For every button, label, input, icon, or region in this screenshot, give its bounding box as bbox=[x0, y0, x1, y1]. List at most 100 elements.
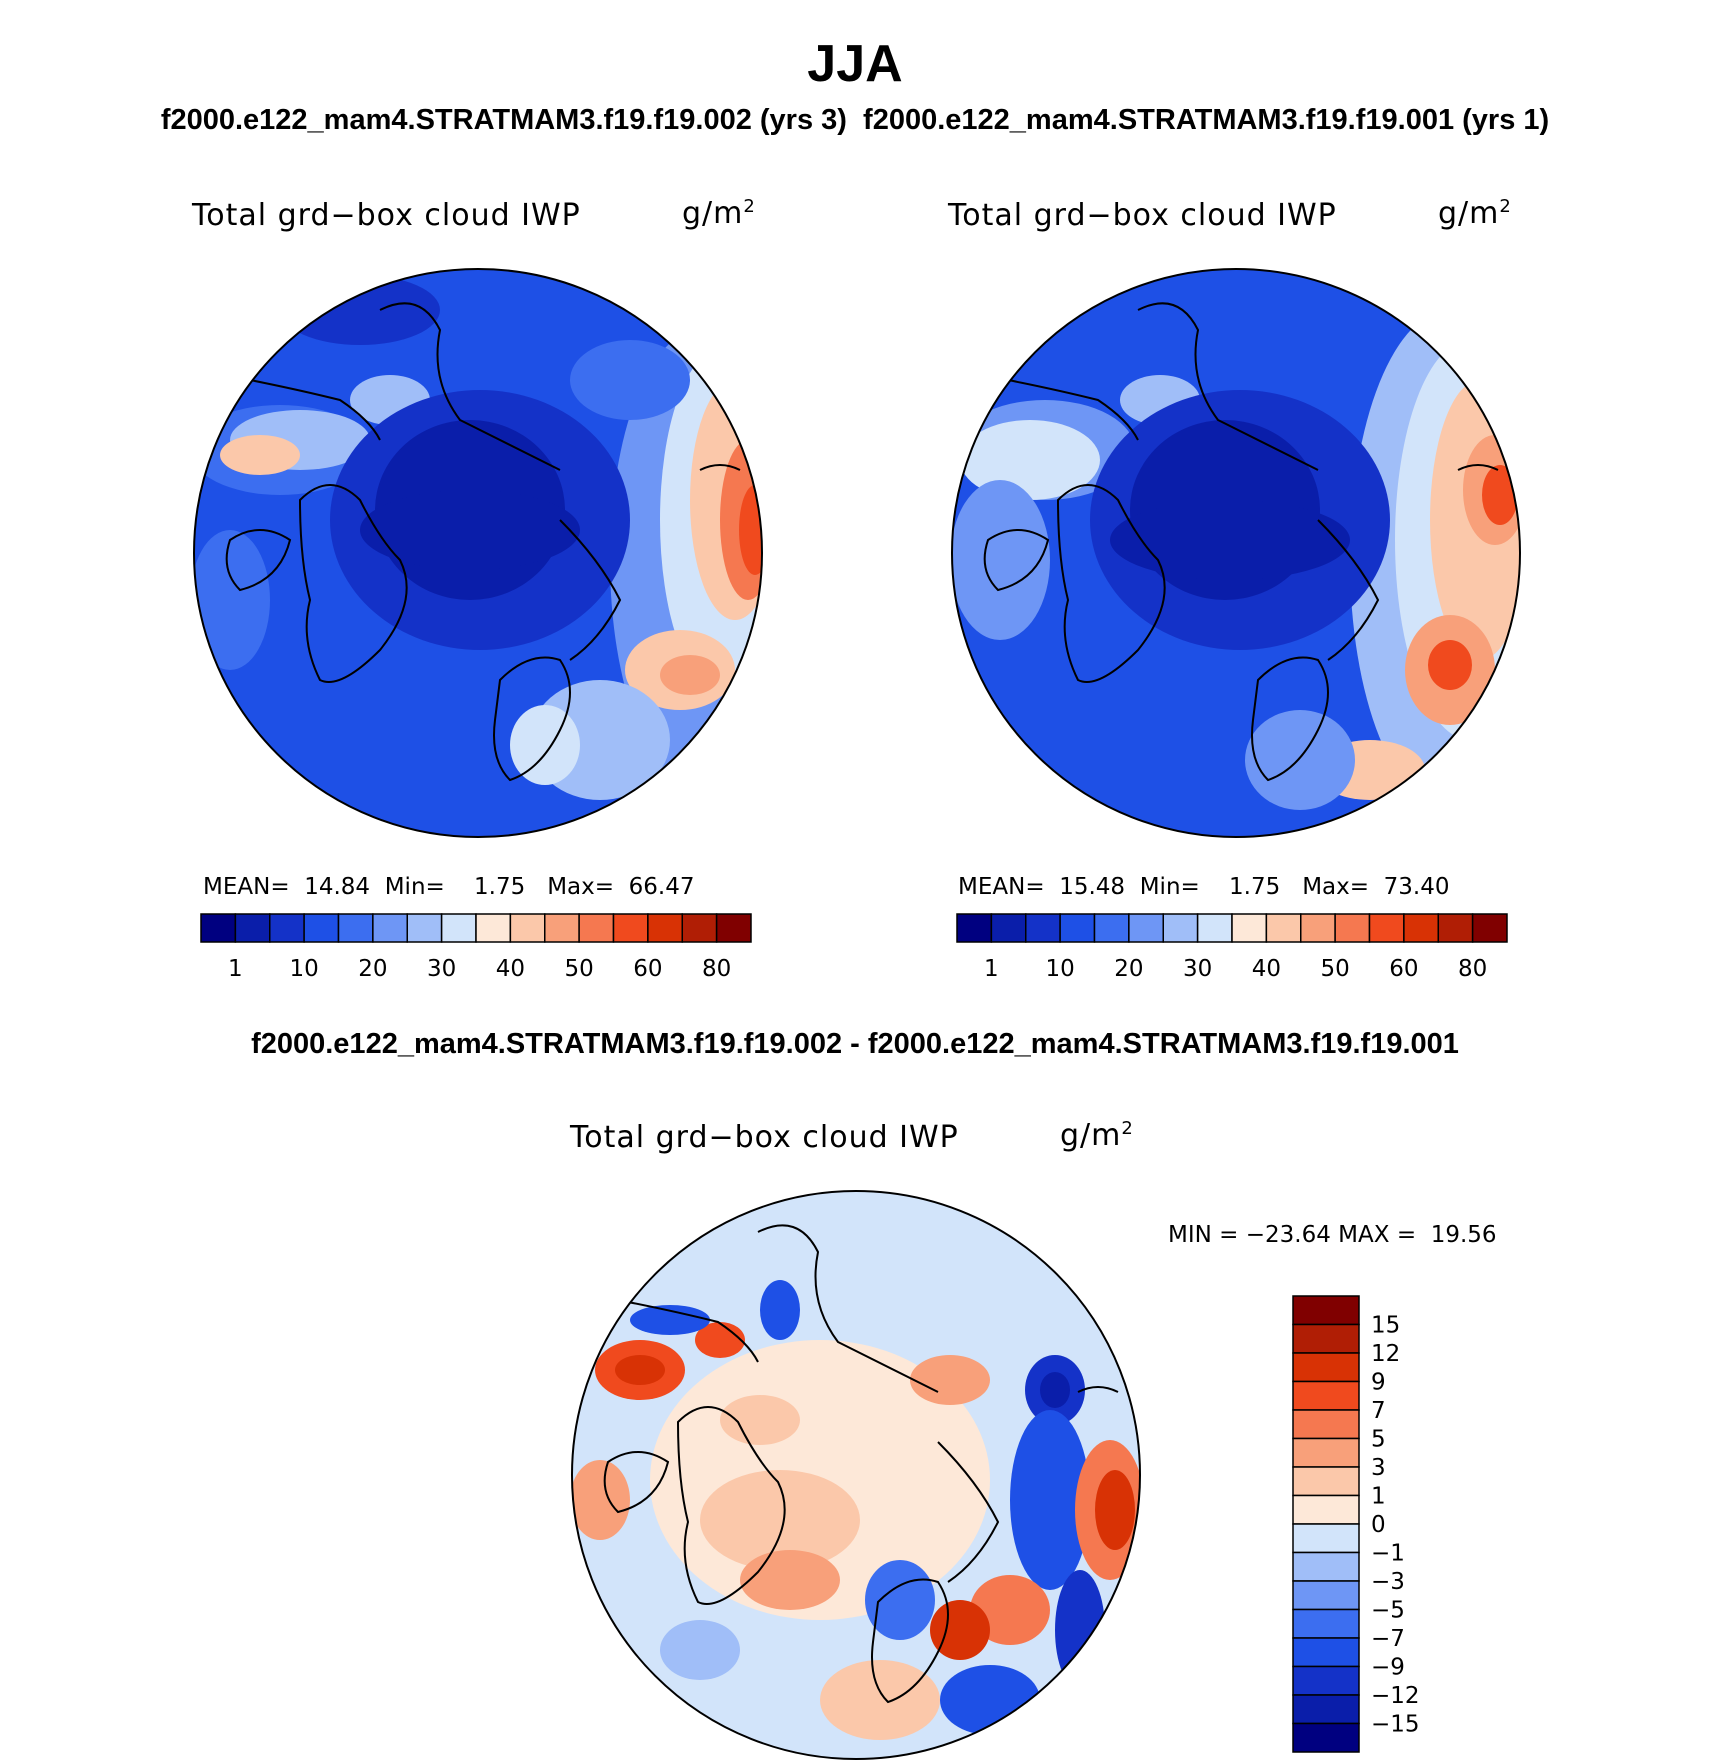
colorbar-case2-tick-label: 1 bbox=[984, 956, 999, 982]
colorbar-case1-swatch bbox=[475, 913, 512, 943]
colorbar-case1-swatch bbox=[269, 913, 305, 943]
colorbar-case1-tick-label: 60 bbox=[633, 956, 662, 982]
colorbar-difference-tick-label: −7 bbox=[1371, 1626, 1405, 1652]
colorbar-case2-swatch bbox=[956, 913, 993, 943]
map-case2-border bbox=[951, 268, 1521, 838]
map-difference-border bbox=[571, 1190, 1141, 1760]
colorbar-case1-swatch bbox=[406, 913, 443, 943]
colorbar-case2-swatch bbox=[1334, 913, 1371, 943]
colorbar-case2-swatch bbox=[1300, 913, 1336, 943]
colorbar-difference-swatch bbox=[1292, 1523, 1360, 1554]
colorbar-case2-swatch bbox=[1162, 913, 1199, 943]
colorbar-difference-tick-label: −9 bbox=[1371, 1655, 1405, 1681]
colorbar-difference-swatch bbox=[1292, 1580, 1360, 1611]
panel2-variable-label: Total grd−box cloud IWP bbox=[948, 198, 1337, 233]
colorbar-case2-swatch bbox=[1231, 913, 1268, 943]
map-case1 bbox=[193, 268, 763, 838]
panel3-variable-label: Total grd−box cloud IWP bbox=[570, 1120, 959, 1155]
colorbar-case2-tick-label: 60 bbox=[1389, 956, 1418, 982]
main-title: JJA bbox=[807, 35, 903, 93]
colorbar-case2-swatch bbox=[1059, 913, 1096, 943]
diff-stats: MIN = −23.64 MAX = 19.56 bbox=[1168, 1222, 1497, 1248]
colorbar-difference-tick-label: 1 bbox=[1371, 1484, 1386, 1510]
colorbar-case2-tick-label: 10 bbox=[1045, 956, 1074, 982]
colorbar-case1-swatch bbox=[234, 913, 271, 943]
colorbar-difference-tick-label: 3 bbox=[1371, 1455, 1386, 1481]
diff-subtitle: f2000.e122_mam4.STRATMAM3.f19.f19.002 - … bbox=[251, 1028, 1459, 1060]
colorbar-case1-tick-label: 10 bbox=[289, 956, 318, 982]
colorbar-case2-swatch bbox=[1196, 913, 1233, 943]
colorbar-case1-tick-label: 20 bbox=[358, 956, 387, 982]
colorbar-case2-tick-label: 50 bbox=[1320, 956, 1349, 982]
colorbar-case1-tick-label: 50 bbox=[564, 956, 593, 982]
colorbar-case1-tick-label: 30 bbox=[427, 956, 456, 982]
colorbar-difference-swatch bbox=[1292, 1665, 1360, 1696]
colorbar-case2-swatch bbox=[1265, 913, 1302, 943]
colorbar-difference-swatch bbox=[1292, 1637, 1360, 1668]
colorbar-case2-swatch bbox=[1471, 913, 1508, 943]
colorbar-case1-swatch bbox=[544, 913, 580, 943]
colorbar-difference-swatch bbox=[1292, 1722, 1360, 1753]
colorbar-difference-tick-label: −12 bbox=[1371, 1683, 1420, 1709]
colorbar-case2: 1 10 20 30 40 50 60 80 bbox=[956, 913, 1508, 982]
top-subtitle: f2000.e122_mam4.STRATMAM3.f19.f19.002 (y… bbox=[160, 104, 1550, 136]
colorbar-case2-swatch bbox=[1437, 913, 1474, 943]
colorbar-difference-tick-label: 5 bbox=[1371, 1427, 1386, 1453]
map-case1-border bbox=[193, 268, 763, 838]
colorbar-case1-swatch bbox=[337, 913, 374, 943]
colorbar-case1-swatch bbox=[715, 913, 752, 943]
colorbar-difference-swatch bbox=[1292, 1295, 1360, 1326]
colorbar-difference-swatch bbox=[1292, 1608, 1360, 1639]
colorbar-case1-swatch bbox=[681, 913, 718, 943]
colorbar-case1-swatch bbox=[200, 913, 237, 943]
colorbar-difference-swatch bbox=[1292, 1694, 1360, 1725]
colorbar-difference-tick-label: −15 bbox=[1371, 1712, 1420, 1738]
colorbar-case2-tick-label: 80 bbox=[1458, 956, 1487, 982]
colorbar-difference-swatch bbox=[1292, 1551, 1360, 1582]
colorbar-case2-tick-label: 30 bbox=[1183, 956, 1212, 982]
colorbar-case1-swatch bbox=[509, 913, 546, 943]
colorbar-difference-tick-label: 9 bbox=[1371, 1370, 1386, 1396]
colorbar-difference-tick-label: −1 bbox=[1371, 1541, 1405, 1567]
colorbar-case1-swatch bbox=[612, 913, 649, 943]
panel1-variable-label: Total grd−box cloud IWP bbox=[192, 198, 581, 233]
colorbar-difference-swatch bbox=[1292, 1437, 1360, 1468]
colorbar-case1: 1 10 20 30 40 50 60 80 bbox=[200, 913, 752, 982]
map-difference bbox=[571, 1190, 1141, 1760]
colorbar-difference-tick-label: 12 bbox=[1371, 1341, 1400, 1367]
panel3-units: g/m2 bbox=[1060, 1118, 1134, 1153]
colorbar-case2-swatch bbox=[1093, 913, 1130, 943]
colorbar-case2-tick-label: 20 bbox=[1114, 956, 1143, 982]
colorbar-case2-swatch bbox=[1025, 913, 1061, 943]
colorbar-difference-swatch bbox=[1292, 1380, 1360, 1411]
colorbar-case2-swatch bbox=[1368, 913, 1405, 943]
panel1-stats: MEAN= 14.84 Min= 1.75 Max= 66.47 bbox=[203, 874, 695, 900]
colorbar-difference-tick-label: 0 bbox=[1371, 1512, 1386, 1538]
colorbar-difference-swatch bbox=[1292, 1352, 1360, 1383]
colorbar-case1-swatch bbox=[578, 913, 615, 943]
panel1-units: g/m2 bbox=[682, 196, 756, 231]
colorbar-case2-swatch bbox=[990, 913, 1027, 943]
map-case2 bbox=[951, 268, 1521, 838]
colorbar-case1-tick-label: 40 bbox=[496, 956, 525, 982]
colorbar-difference-tick-label: 15 bbox=[1371, 1313, 1400, 1339]
colorbar-case2-swatch bbox=[1128, 913, 1164, 943]
colorbar-difference-swatch bbox=[1292, 1466, 1360, 1497]
colorbar-difference-swatch bbox=[1292, 1409, 1360, 1440]
colorbar-difference-swatch bbox=[1292, 1323, 1360, 1354]
colorbar-case1-swatch bbox=[440, 913, 477, 943]
colorbar-case1-tick-label: 1 bbox=[228, 956, 243, 982]
colorbar-case2-tick-label: 40 bbox=[1252, 956, 1281, 982]
colorbar-case1-swatch bbox=[303, 913, 340, 943]
colorbar-case1-swatch bbox=[372, 913, 408, 943]
panel2-stats: MEAN= 15.48 Min= 1.75 Max= 73.40 bbox=[958, 874, 1450, 900]
colorbar-difference-tick-label: 7 bbox=[1371, 1398, 1386, 1424]
colorbar-difference-tick-label: −5 bbox=[1371, 1598, 1405, 1624]
colorbar-case1-swatch bbox=[647, 913, 683, 943]
colorbar-difference-tick-label: −3 bbox=[1371, 1569, 1405, 1595]
colorbar-case2-swatch bbox=[1403, 913, 1439, 943]
colorbar-difference-swatch bbox=[1292, 1494, 1360, 1525]
colorbar-case1-tick-label: 80 bbox=[702, 956, 731, 982]
